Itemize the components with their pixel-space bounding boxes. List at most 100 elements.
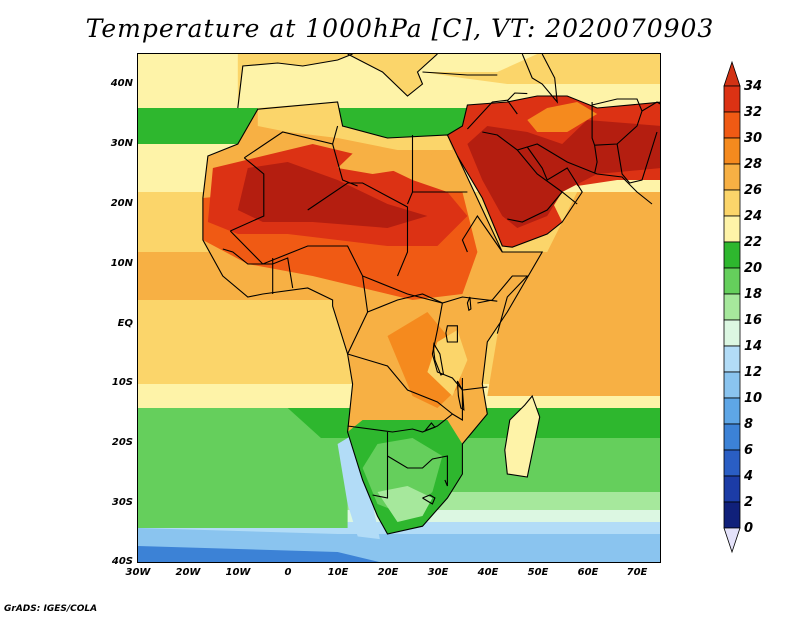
colorbar-tick-label: 26 [744, 183, 763, 198]
country-border [230, 157, 265, 232]
temperature-region [138, 408, 348, 528]
country-border [516, 149, 578, 205]
lake-outline [432, 342, 445, 376]
lat-tick-label: 20N [110, 198, 133, 209]
country-border [507, 191, 563, 223]
europe-landmass [347, 54, 438, 96]
colorbar-tick-label: 24 [744, 209, 763, 224]
temperature-region [527, 102, 598, 132]
europe-coastline [347, 54, 438, 97]
colorbar-tick-label: 6 [744, 443, 754, 458]
lon-tick-label: 10E [327, 567, 349, 578]
colorbar-cell [723, 501, 741, 529]
colorbar-cell [723, 215, 741, 243]
colorbar-tick-label: 4 [744, 469, 754, 484]
country-border [482, 131, 528, 151]
colorbar-cell [723, 449, 741, 477]
colorbar-cell [723, 267, 741, 295]
coastlines [202, 54, 660, 535]
temperature-region [237, 162, 428, 228]
europe-coastline [237, 54, 353, 109]
colorbar-bottom-triangle [723, 527, 741, 554]
country-border [372, 432, 389, 499]
colorbar-top-triangle [723, 60, 741, 87]
colorbar-tick-label: 14 [744, 339, 763, 354]
lon-tick-label: 20W [175, 567, 201, 578]
lat-tick-label: 20S [111, 437, 133, 448]
colorbar-tick-label: 0 [744, 521, 754, 536]
lat-tick-label: 40S [111, 556, 133, 567]
lon-tick-label: 60E [577, 567, 599, 578]
lat-tick-label: 30S [111, 497, 133, 508]
colorbar-cell [723, 85, 741, 113]
country-border [616, 131, 658, 184]
colorbar-cell [723, 319, 741, 347]
temperature-region [467, 120, 660, 228]
lake-outline [466, 296, 472, 312]
lon-tick-label: 20E [377, 567, 399, 578]
caspian-coastline [521, 54, 558, 104]
arabia-coastline [456, 143, 653, 248]
colorbar-cell [723, 475, 741, 503]
africa-coastline [202, 101, 544, 535]
colorbar-tick-label: 12 [744, 365, 763, 380]
temperature-region [257, 102, 453, 150]
colorbar-cell [723, 137, 741, 165]
country-border [477, 275, 529, 334]
colorbar-tick-label: 28 [744, 157, 763, 172]
lat-tick-label: 30N [110, 138, 133, 149]
colorbar-cell [723, 163, 741, 191]
lat-tick-label: 10N [110, 258, 133, 269]
colorbar-cell [723, 189, 741, 217]
lake-outline [456, 380, 465, 411]
blacksea-coastline [422, 71, 498, 76]
lon-tick-label: 50E [527, 567, 549, 578]
temperature-region [422, 54, 660, 84]
lon-tick-label: 10W [225, 567, 251, 578]
plot-title: Temperature at 1000hPa [C], VT: 20200709… [85, 14, 715, 43]
lon-tick-label: 30E [427, 567, 449, 578]
colorbar-tick-label: 34 [744, 79, 763, 94]
colorbar-tick-label: 10 [744, 391, 763, 406]
temperature-fields [138, 54, 660, 562]
colorbar-tick-label: 8 [744, 417, 754, 432]
lake-outline [423, 422, 436, 433]
lat-tick-label: 40N [110, 78, 133, 89]
madagascar-coastline [504, 394, 541, 478]
colorbar [723, 60, 741, 554]
colorbar-tick-label: 2 [744, 495, 754, 510]
credit-text: GrADS: IGES/COLA [4, 604, 98, 614]
colorbar-tick-label: 16 [744, 313, 763, 328]
lake-outline [445, 325, 458, 343]
colorbar-cell [723, 241, 741, 269]
colorbar-tick-label: 18 [744, 287, 763, 302]
country-border [222, 248, 294, 289]
colorbar-cell [723, 423, 741, 451]
temperature-region [487, 192, 660, 396]
lon-tick-label: 70E [626, 567, 648, 578]
lon-tick-label: 40E [477, 567, 499, 578]
colorbar-tick-label: 22 [744, 235, 763, 250]
lon-tick-label: 30W [125, 567, 151, 578]
country-border [422, 494, 436, 505]
country-border [387, 455, 448, 487]
country-border [591, 102, 598, 174]
colorbar-cell [723, 111, 741, 139]
lon-tick-label: 0 [284, 567, 292, 578]
colorbar-cell [723, 371, 741, 399]
country-border [506, 92, 528, 102]
colorbar-tick-label: 30 [744, 131, 763, 146]
colorbar-cell [723, 397, 741, 425]
temperature-region [427, 330, 468, 396]
temperature-map [138, 54, 660, 562]
colorbar-cells [723, 60, 741, 554]
country-border [641, 101, 660, 112]
country-border [332, 125, 339, 145]
temperature-region [138, 546, 380, 562]
lat-tick-label: 10S [111, 377, 133, 388]
colorbar-cell [723, 345, 741, 373]
colorbar-tick-label: 32 [744, 105, 763, 120]
temperature-region [337, 432, 383, 552]
colorbar-tick-label: 20 [744, 261, 763, 276]
country-border [466, 99, 518, 130]
